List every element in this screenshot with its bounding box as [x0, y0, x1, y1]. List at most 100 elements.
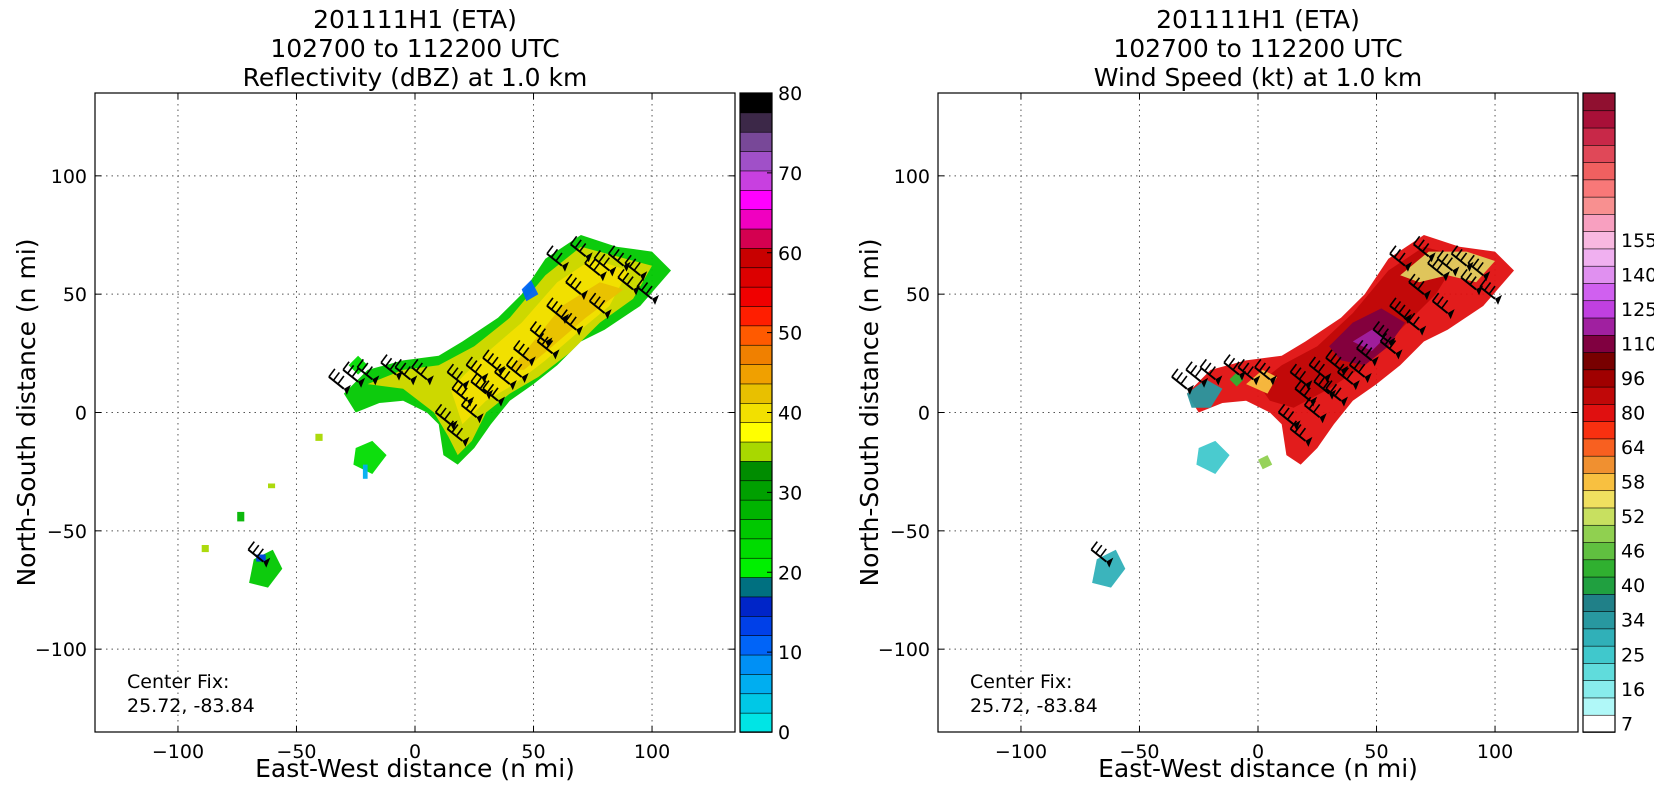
wind-barb [607, 245, 631, 272]
colorbar-segment [739, 692, 773, 714]
colorbar-segment [1582, 662, 1616, 681]
x-tick-label: 50 [521, 741, 545, 763]
barb-pennant [1106, 557, 1114, 568]
barb-flag [1329, 383, 1338, 393]
barb-pennant [410, 375, 418, 386]
barb-staff [434, 411, 452, 426]
wind-barb [446, 363, 470, 391]
barb-flag [506, 356, 514, 366]
echo-region [1258, 455, 1273, 470]
barb-flag [546, 245, 554, 255]
colorbar-segment [739, 383, 773, 404]
barb-staff [607, 252, 625, 267]
wind-barb [546, 245, 569, 272]
barb-flag [538, 328, 547, 338]
barb-pennant [1293, 420, 1301, 431]
barb-staff [570, 243, 587, 258]
barb-flag [486, 383, 495, 393]
barb-staff [1171, 376, 1188, 390]
barb-flag [1204, 362, 1212, 372]
colorbar-segment [739, 305, 773, 327]
barb-flag [1308, 400, 1316, 410]
x-axis-label: East-West distance (n mi) [255, 754, 575, 783]
colorbar-segment [1582, 161, 1616, 181]
y-tick-label: −100 [878, 639, 930, 661]
wind-barb [1199, 358, 1223, 386]
barb-flag [498, 367, 506, 377]
barb-staff [470, 380, 487, 395]
barb-flag [399, 362, 407, 372]
wind-barb [1349, 356, 1372, 383]
barb-pennant [1442, 271, 1450, 282]
barb-flag [1408, 312, 1416, 322]
wind-barb [1277, 403, 1301, 431]
barb-flag [503, 370, 511, 380]
barb-staff [506, 364, 523, 378]
barb-flag [1384, 336, 1392, 346]
wind-barb [482, 349, 505, 376]
barb-staff [1254, 366, 1271, 381]
barb-pennant [1452, 266, 1460, 277]
wind-barb [1308, 356, 1332, 383]
barb-flag [1199, 358, 1207, 368]
colorbar-segment [739, 576, 773, 598]
barb-pennant [1269, 375, 1277, 386]
wind-barb [247, 541, 271, 568]
barb-flag [1469, 276, 1477, 286]
echo-region [521, 280, 539, 302]
colorbar-segment [1582, 282, 1616, 302]
barb-flag [565, 273, 573, 283]
barb-flag [593, 296, 601, 306]
barb-flag [446, 363, 455, 373]
wind-barb [1479, 278, 1503, 305]
barb-flag [1358, 363, 1366, 373]
barb-flag [460, 396, 469, 406]
barb-flag [474, 376, 483, 386]
barb-flag [1377, 324, 1385, 334]
barb-pennant [497, 365, 505, 376]
barb-flag [394, 358, 402, 368]
x-tick-label: −100 [152, 741, 204, 763]
colorbar-segment [1582, 403, 1616, 422]
center-fix-annotation: Center Fix: [127, 671, 229, 693]
barb-staff [1199, 366, 1216, 381]
colorbar-tick-label: 40 [778, 403, 802, 425]
wind-barb [1389, 297, 1412, 324]
barb-pennant [609, 266, 617, 277]
barb-staff [328, 376, 345, 390]
colorbar-tick-label: 20 [778, 562, 802, 584]
barb-flag [415, 362, 423, 372]
colorbar-segment [739, 441, 773, 462]
barb-flag [451, 424, 459, 433]
barb-staff [1379, 340, 1397, 355]
barb-flag [491, 356, 499, 366]
colorbar-segment [1582, 144, 1616, 163]
colorbar-tick-label: 110 [1621, 333, 1654, 355]
x-tick-label: 100 [634, 741, 670, 763]
barb-pennant [545, 337, 553, 348]
wind-barb [588, 292, 612, 320]
barb-flag [451, 367, 459, 377]
wind-barb [1325, 380, 1348, 407]
y-tick-label: 50 [63, 284, 87, 306]
barb-staff [1313, 380, 1330, 395]
barb-flag [482, 380, 490, 390]
barb-staff [1403, 316, 1420, 331]
panel-1: 201111H1 (ETA)102700 to 112200 UTCReflec… [12, 5, 802, 783]
barb-flag [1436, 296, 1444, 306]
barb-staff [1277, 411, 1295, 426]
barb-flag [624, 254, 632, 264]
barb-flag [1313, 360, 1321, 370]
barb-flag [574, 239, 582, 249]
barb-pennant [1428, 252, 1436, 263]
barb-pennant [1186, 384, 1194, 395]
barb-staff [446, 428, 464, 442]
barb-staff [1308, 364, 1325, 378]
colorbar-segment [739, 208, 773, 230]
barb-flag [1422, 243, 1430, 252]
barb-staff [446, 371, 464, 385]
barb-flag [1277, 403, 1286, 413]
barb-staff [1325, 357, 1342, 371]
barb-flag [494, 363, 502, 373]
colorbar-segment [1582, 386, 1616, 405]
